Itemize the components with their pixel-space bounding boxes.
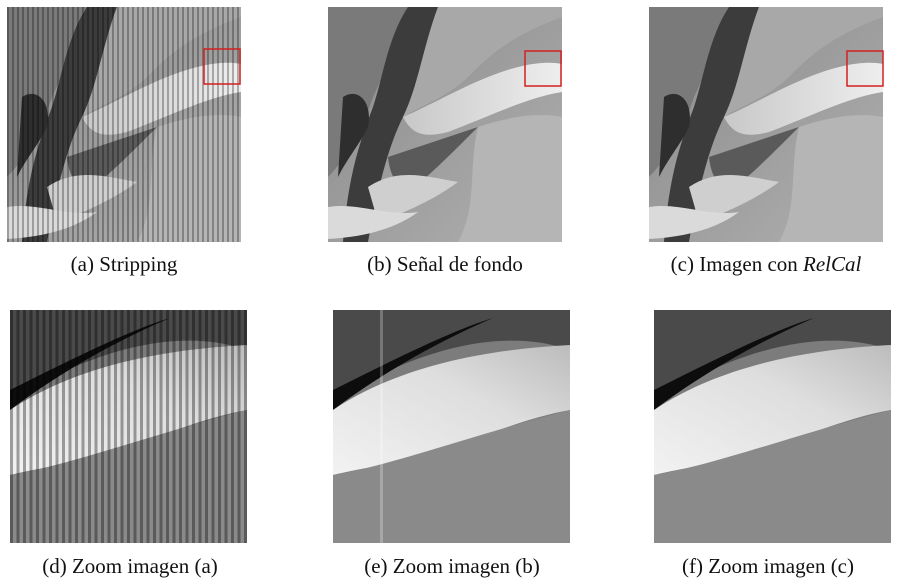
caption-text: Stripping <box>99 252 177 276</box>
caption-emphasis: RelCal <box>803 252 861 276</box>
caption-text: Zoom imagen (b) <box>393 554 540 578</box>
image-zoom-a <box>10 310 247 543</box>
figure-page: {"figure": {"panels": [ {"label": "(a)",… <box>0 0 898 583</box>
caption-label: (d) <box>42 554 67 578</box>
caption: (f) Zoom imagen (c) <box>638 554 898 579</box>
caption: (a) Stripping <box>7 252 241 277</box>
caption-label: (e) <box>364 554 387 578</box>
caption: (d) Zoom imagen (a) <box>0 554 260 579</box>
caption-text: Zoom imagen (c) <box>708 554 854 578</box>
caption: (c) Imagen con RelCal <box>636 252 896 277</box>
image-background-signal <box>328 7 562 242</box>
image-zoom-b <box>333 310 570 543</box>
image-relcal <box>648 7 884 242</box>
caption-text: Señal de fondo <box>397 252 523 276</box>
caption-label: (c) <box>671 252 694 276</box>
caption-label: (a) <box>71 252 94 276</box>
caption-label: (b) <box>367 252 392 276</box>
caption-text: Imagen con <box>699 252 798 276</box>
caption-text: Zoom imagen (a) <box>72 554 218 578</box>
caption: (b) Señal de fondo <box>315 252 575 277</box>
caption: (e) Zoom imagen (b) <box>322 554 582 579</box>
caption-label: (f) <box>682 554 703 578</box>
image-stripping <box>7 7 241 242</box>
image-zoom-c <box>654 310 891 543</box>
